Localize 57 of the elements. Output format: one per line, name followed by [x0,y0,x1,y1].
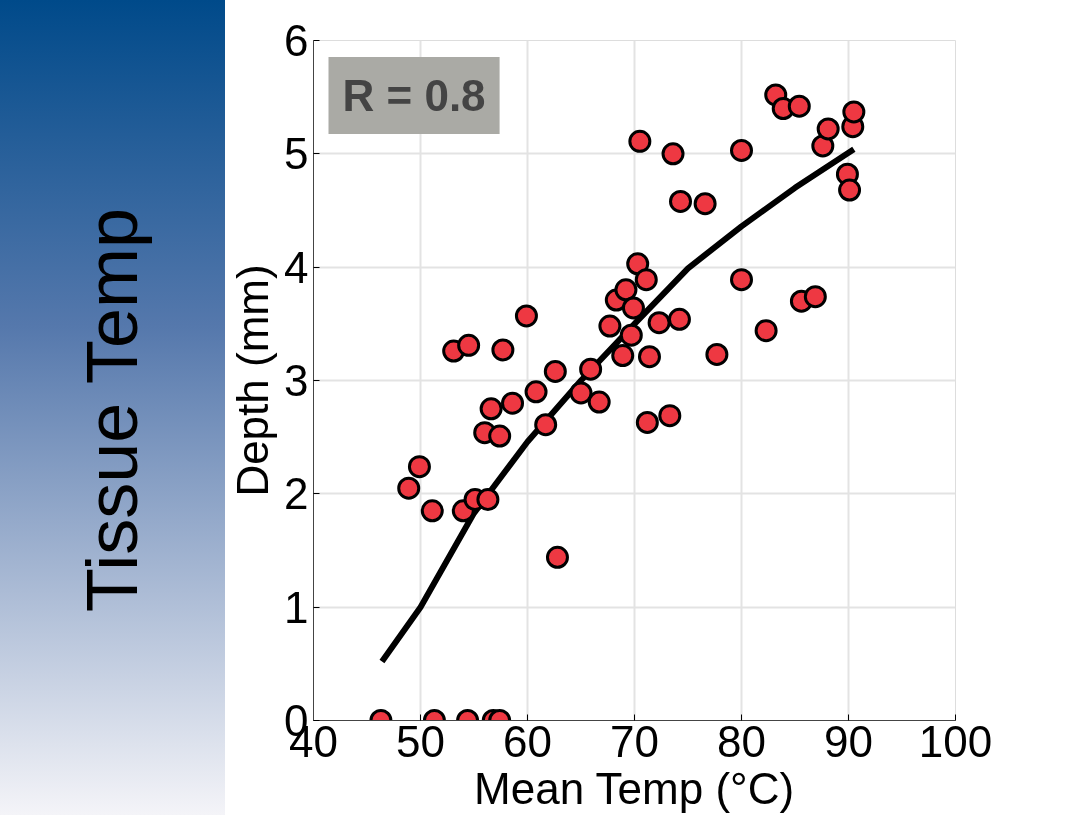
point [514,304,538,328]
point [524,380,548,404]
point [661,142,685,166]
y-tick-label: 4 [284,242,309,292]
point [545,545,569,569]
point [457,333,481,357]
point [637,345,661,369]
point [635,410,659,434]
point [491,338,515,362]
point [534,413,558,437]
point [587,390,611,414]
point [803,285,827,309]
x-tick-label: 80 [717,716,766,766]
point [397,476,421,500]
point [705,342,729,366]
point [647,311,671,335]
point [611,344,635,368]
x-tick-label: 100 [918,716,993,766]
point [407,455,431,479]
point [730,268,753,292]
point [838,178,862,202]
point [658,404,682,428]
point [842,100,866,124]
annotation: R = 0.8 [342,71,486,120]
point [569,381,593,405]
y-axis-title: Depth (mm) [228,264,278,497]
point [476,488,500,511]
x-tick-label: 70 [610,716,659,766]
point [628,129,652,153]
point [816,117,840,141]
point [634,268,658,292]
point [614,278,638,302]
point [619,323,643,347]
point [754,319,778,343]
x-tick-label: 60 [503,716,552,766]
point [479,397,503,421]
point [693,192,717,216]
y-tick-label: 3 [284,356,309,405]
point [579,357,603,381]
text: Tissue Temp [70,207,153,613]
point [787,94,811,118]
point [621,296,645,320]
y-tick-label: 6 [284,16,309,65]
x-tick-label: 50 [396,716,445,766]
point [488,424,512,448]
x-tick-label: 90 [824,716,873,766]
y-tick-label: 5 [284,129,309,179]
x-axis-title: Mean Temp (°C) [474,763,795,813]
point [669,189,693,213]
point [730,138,753,162]
y-tick-label: 2 [284,469,309,519]
y-tick-label: 1 [284,582,309,632]
point [420,499,444,523]
point [667,307,691,331]
point [543,359,567,383]
point [598,314,622,338]
point [501,391,525,415]
